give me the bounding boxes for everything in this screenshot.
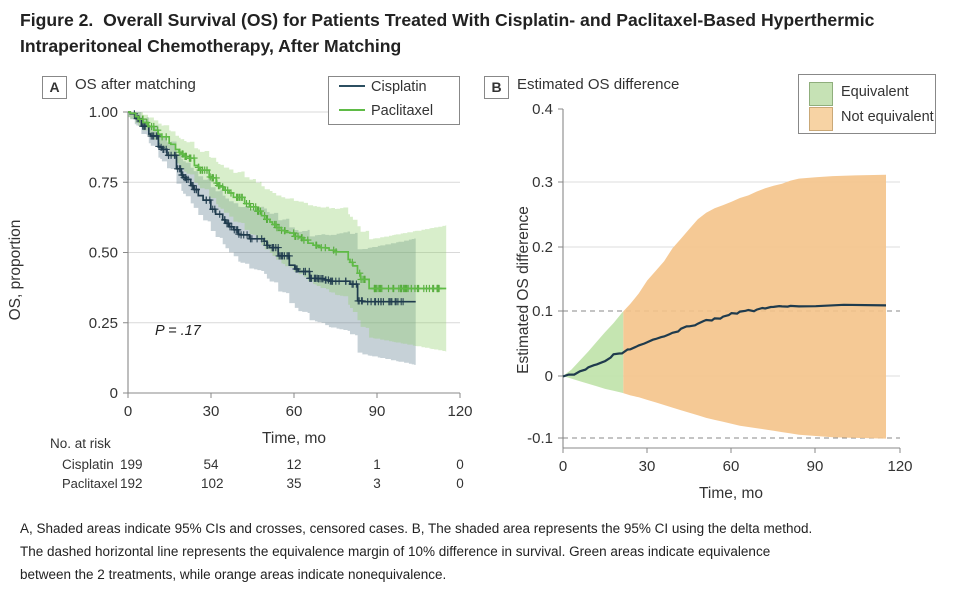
svg-text:-0.1: -0.1 [527, 430, 553, 447]
svg-text:0.3: 0.3 [532, 174, 553, 191]
svg-text:0: 0 [545, 368, 553, 385]
svg-text:Estimated OS difference: Estimated OS difference [515, 206, 532, 374]
svg-text:30: 30 [639, 458, 656, 475]
svg-text:60: 60 [723, 458, 740, 475]
svg-text:0.2: 0.2 [532, 239, 553, 256]
svg-text:90: 90 [807, 458, 824, 475]
svg-text:0: 0 [559, 458, 567, 475]
svg-text:0.4: 0.4 [532, 101, 553, 118]
svg-text:0.1: 0.1 [532, 303, 553, 320]
svg-text:Time, mo: Time, mo [699, 485, 763, 502]
svg-text:120: 120 [887, 458, 912, 475]
